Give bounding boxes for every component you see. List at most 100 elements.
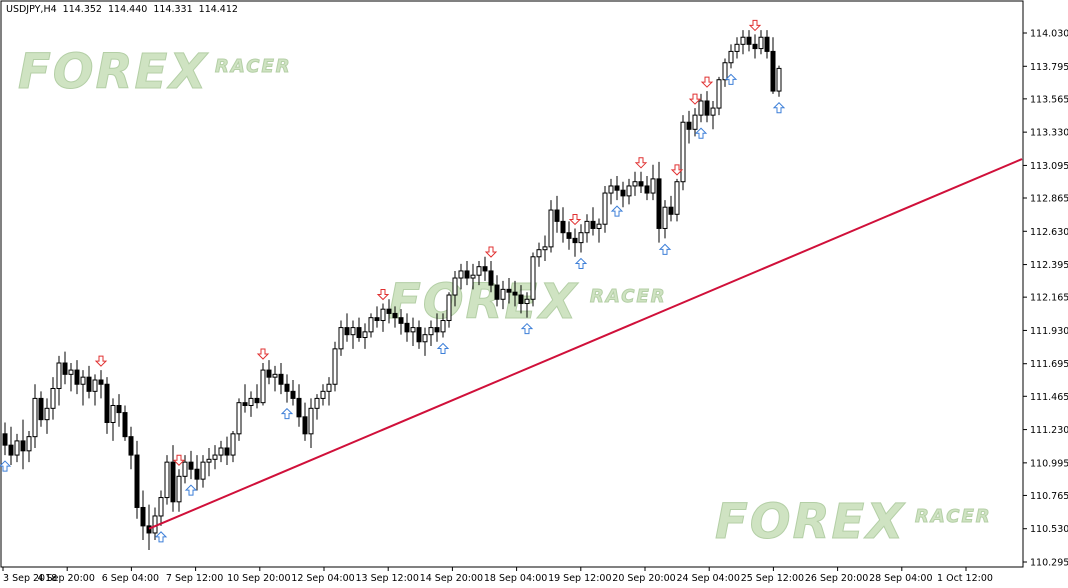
candle — [524, 292, 530, 318]
down-arrow-icon — [700, 76, 714, 88]
candle — [170, 445, 176, 512]
candle — [176, 469, 182, 512]
candle-body-bear — [296, 397, 302, 418]
up-arrow-icon — [658, 243, 672, 255]
candle — [542, 235, 548, 262]
candle-body-bear — [464, 270, 470, 279]
candle — [698, 93, 704, 123]
candle-body-bull — [680, 121, 686, 183]
candle-body-bull — [608, 185, 614, 194]
candle — [422, 327, 428, 356]
candle-body-bull — [164, 461, 170, 499]
candle — [494, 275, 500, 307]
candle-body-bear — [62, 362, 68, 375]
watermark-middle: FOREX — [388, 274, 578, 330]
candle-body-bull — [308, 407, 314, 435]
up-arrow-icon — [574, 257, 588, 270]
candle — [302, 402, 308, 441]
candle-body-bull — [632, 181, 638, 187]
down-arrow-icon — [748, 19, 762, 32]
x-tick-label: 20 Sep 20:00 — [612, 573, 675, 584]
x-tick-label: 19 Sep 12:00 — [548, 573, 611, 584]
candle — [392, 306, 398, 328]
candle-body-bull — [272, 373, 278, 378]
candle-body-bull — [332, 348, 338, 385]
candle-body-bear — [488, 270, 494, 286]
candle-body-bear — [278, 373, 284, 385]
up-arrow-icon — [436, 342, 450, 355]
candle — [32, 384, 38, 448]
down-arrow-icon — [376, 289, 390, 301]
y-tick-label: 113.330 — [1030, 128, 1068, 139]
candle-body-bull — [728, 50, 734, 64]
candle-body-bear — [290, 390, 296, 399]
candle — [314, 394, 320, 420]
candle-body-bear — [434, 327, 440, 333]
candle — [194, 455, 200, 491]
up-arrow-icon — [154, 531, 168, 543]
candle-body-bear — [620, 189, 626, 197]
candle-body-bull — [248, 397, 254, 406]
candle — [704, 91, 710, 123]
candle-body-bear — [518, 294, 524, 305]
candle-body-bull — [530, 256, 536, 300]
candle-body-bull — [50, 387, 56, 409]
candle-body-bull — [710, 107, 716, 116]
up-arrow-icon — [772, 102, 786, 114]
x-tick-label: 26 Sep 20:00 — [805, 573, 868, 584]
candle-body-bear — [668, 206, 674, 215]
x-tick-label: 6 Sep 04:00 — [102, 573, 159, 584]
candle — [380, 303, 386, 332]
candle — [440, 313, 446, 338]
trendline[interactable] — [148, 158, 1023, 530]
candle-body-bull — [380, 308, 386, 322]
candle-body-bear — [590, 220, 596, 229]
candle-body-bear — [770, 50, 776, 92]
candle-body-bull — [740, 36, 746, 45]
candle-body-bull — [158, 497, 164, 517]
candle — [110, 398, 116, 441]
candle — [506, 278, 512, 304]
candle-body-bear — [398, 317, 404, 324]
candle — [212, 445, 218, 470]
candle-body-bull — [314, 397, 320, 409]
candle — [152, 507, 158, 541]
candle — [254, 384, 260, 409]
candle — [752, 34, 758, 59]
candle — [740, 30, 746, 55]
candle-body-bull — [350, 327, 356, 336]
candle — [266, 360, 272, 385]
watermark-top: FOREX — [18, 44, 208, 100]
candle-body-bull — [212, 454, 218, 460]
candle — [242, 384, 248, 413]
candle — [272, 365, 278, 392]
candle-body-bull — [368, 317, 374, 333]
close-price: 114.412 — [198, 4, 238, 15]
candle — [8, 426, 14, 465]
candle — [200, 455, 206, 488]
candle-body-bear — [572, 237, 578, 244]
candle — [608, 178, 614, 205]
down-arrow-icon — [634, 157, 648, 169]
candle-body-bull — [476, 266, 482, 276]
trendline-layer[interactable] — [148, 158, 1023, 530]
y-tick-label: 111.695 — [1030, 359, 1068, 370]
candle-body-bull — [56, 362, 62, 389]
up-arrow-icon — [184, 484, 198, 496]
candle — [584, 214, 590, 243]
candle — [668, 195, 674, 222]
candle — [758, 30, 764, 55]
candle — [548, 200, 554, 253]
candle-body-bull — [176, 475, 182, 503]
candle — [710, 100, 716, 130]
candle-body-bull — [446, 294, 452, 322]
candle — [80, 370, 86, 406]
x-tick-label: 28 Sep 04:00 — [869, 573, 932, 584]
candle — [764, 30, 770, 59]
candle — [476, 261, 482, 286]
candle — [74, 360, 80, 395]
candle-body-bear — [644, 185, 650, 194]
candle — [122, 405, 128, 441]
